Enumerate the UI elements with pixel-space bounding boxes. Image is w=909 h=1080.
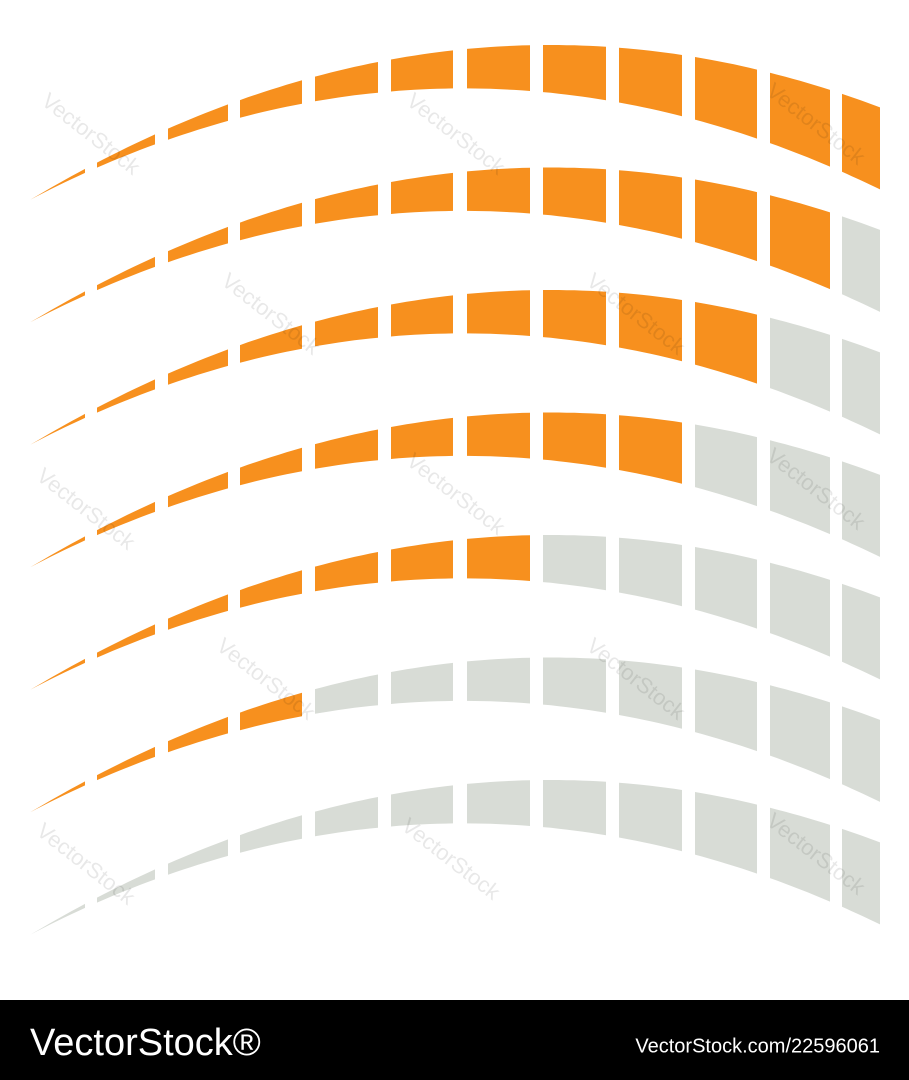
bar-segment	[30, 168, 85, 200]
bar-segment	[30, 536, 85, 568]
bar-segment	[240, 202, 302, 241]
footer-bar	[0, 1000, 909, 1080]
bar-segment	[97, 746, 155, 781]
bar-segment	[391, 417, 453, 459]
bar-segment	[695, 669, 757, 752]
bar-segment	[97, 501, 155, 536]
watermark: VectorStock	[402, 88, 511, 181]
bar-segment	[543, 780, 606, 836]
bar-segment	[30, 781, 85, 813]
bar-segment	[543, 657, 606, 713]
bar-segment	[695, 424, 757, 507]
bar-segment	[168, 716, 228, 753]
bar-segment	[467, 167, 530, 214]
bar-segment	[168, 839, 228, 875]
bar-segment	[543, 45, 606, 101]
bar-segment	[391, 662, 453, 704]
bar-segment	[842, 461, 880, 557]
bar-segment	[391, 785, 453, 827]
bar-segment	[391, 540, 453, 582]
bar-segment	[168, 471, 228, 508]
bar-segment	[30, 413, 85, 445]
bar-segment	[770, 440, 830, 535]
bar-segment	[168, 594, 228, 630]
bar-segment	[543, 290, 606, 346]
bar-segment	[695, 57, 757, 139]
bar-segment	[619, 415, 682, 484]
bar-segment	[30, 291, 85, 323]
bar-segment	[842, 706, 880, 802]
bar-segment	[315, 184, 378, 224]
bar-segment	[97, 134, 155, 168]
bar-segment	[467, 45, 530, 91]
bar-segment	[315, 307, 378, 347]
bar-segment	[619, 782, 682, 852]
bar-segment	[543, 412, 606, 468]
bar-segment	[315, 552, 378, 592]
bar-segment	[695, 547, 757, 629]
bar-segment	[842, 338, 880, 435]
bar-segment	[315, 674, 378, 714]
watermark: VectorStock	[402, 448, 511, 541]
bar-segment	[240, 80, 302, 118]
bar-segment	[97, 624, 155, 658]
bar-segment	[240, 815, 302, 853]
bar-segment	[770, 317, 830, 412]
progress-arcs	[30, 45, 880, 935]
bar-segment	[240, 325, 302, 363]
bar-segment	[467, 657, 530, 704]
bar-segment	[770, 807, 830, 902]
bar-segment	[315, 429, 378, 469]
bar-segment	[391, 295, 453, 337]
bar-segment	[619, 537, 682, 607]
bar-segment	[842, 216, 880, 312]
bar-segment	[770, 685, 830, 780]
bar-segment	[695, 792, 757, 874]
footer-logo: VectorStock®	[30, 1022, 261, 1064]
bar-segment	[619, 660, 682, 729]
bar-segment	[168, 349, 228, 385]
bar-segment	[770, 562, 830, 657]
bar-segment	[240, 570, 302, 608]
bar-segment	[842, 583, 880, 680]
bar-segment	[467, 780, 530, 826]
footer-url: VectorStock.com/22596061	[635, 1035, 880, 1057]
bar-segment	[97, 869, 155, 903]
bar-segment	[240, 692, 302, 731]
bar-segment	[619, 170, 682, 239]
bar-segment	[315, 62, 378, 102]
bar-segment	[30, 658, 85, 690]
bar-segment	[695, 179, 757, 262]
bar-segment	[467, 290, 530, 336]
bar-segment	[391, 50, 453, 92]
bar-segment	[770, 72, 830, 167]
bar-segment	[619, 47, 682, 117]
bar-segment	[467, 412, 530, 459]
bar-segment	[695, 302, 757, 384]
bar-segment	[619, 292, 682, 362]
bar-segment	[97, 256, 155, 291]
bar-segment	[168, 104, 228, 140]
bar-segment	[240, 447, 302, 486]
bar-segment	[543, 535, 606, 591]
bar-segment	[543, 167, 606, 223]
bar-segment	[467, 535, 530, 581]
bar-segment	[391, 172, 453, 214]
bar-segment	[168, 226, 228, 263]
watermark: VectorStock	[397, 813, 506, 906]
bar-segment	[30, 903, 85, 935]
bar-segment	[315, 797, 378, 837]
watermark: VectorStock	[32, 818, 141, 911]
bar-segment	[842, 828, 880, 925]
watermark: VectorStock	[37, 88, 146, 181]
bar-segment	[842, 93, 880, 190]
bar-segment	[97, 379, 155, 413]
watermark: VectorStock	[32, 463, 141, 556]
bar-segment	[770, 195, 830, 290]
